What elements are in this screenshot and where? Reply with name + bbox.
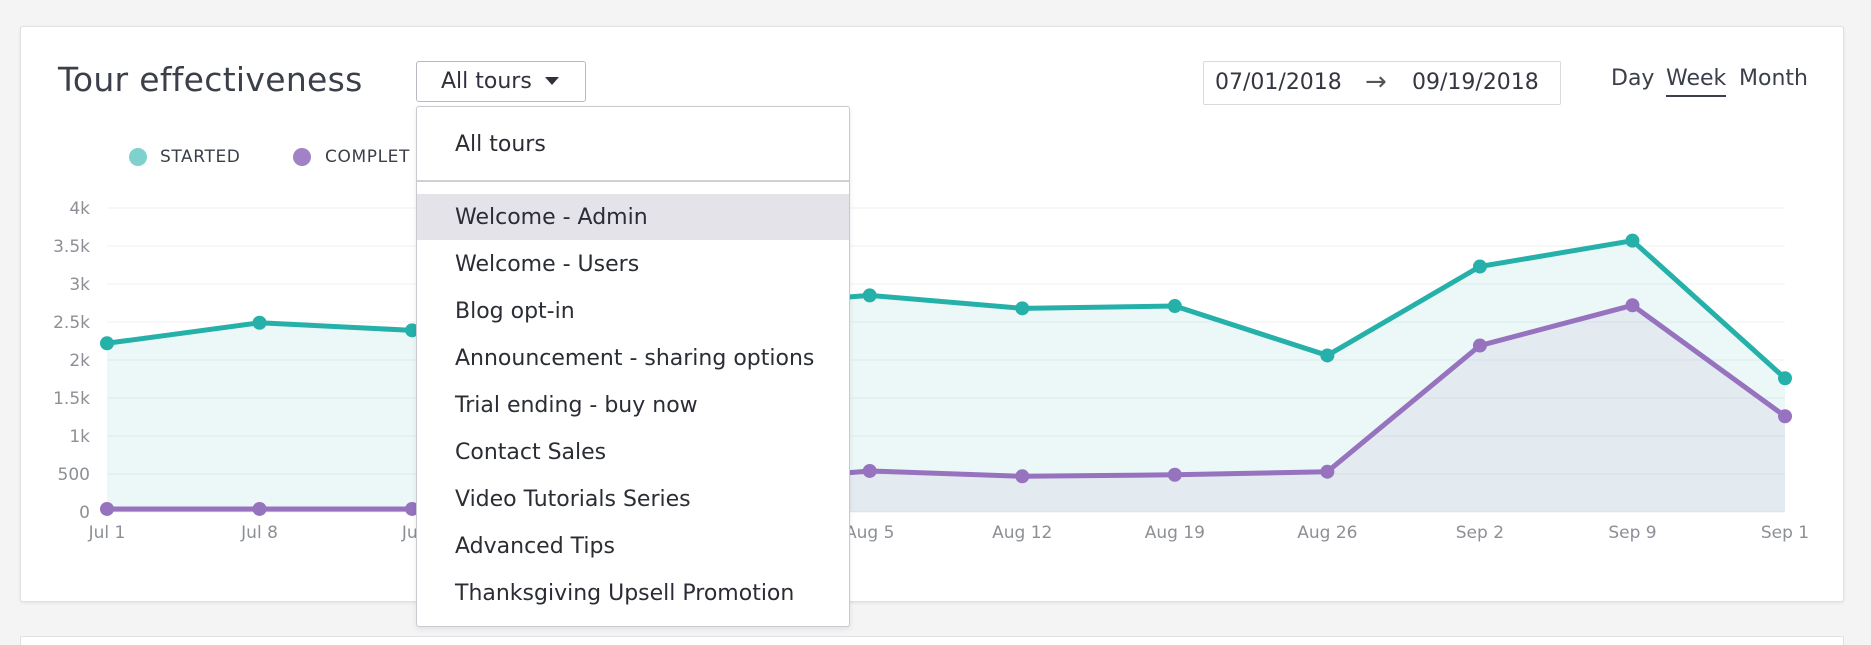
dropdown-item[interactable]: Blog opt-in [455,298,575,324]
data-point [252,315,267,330]
data-point [252,501,267,516]
legend-started-label: STARTED [160,147,241,167]
x-tick-label: Jul 1 [88,523,126,543]
x-tick-label: Aug 5 [845,523,894,543]
x-tick-label: Sep 9 [1608,523,1656,543]
date-range-picker[interactable]: 07/01/2018 → 09/19/2018 [1203,61,1561,105]
date-to-input[interactable]: 09/19/2018 [1412,70,1539,95]
data-point [1472,338,1487,353]
next-card-edge [20,636,1844,645]
dropdown-item[interactable]: Announcement - sharing options [455,345,815,371]
arrow-right-icon: → [1365,67,1387,97]
data-point [1625,233,1640,248]
caret-down-icon [545,77,559,85]
dropdown-item[interactable]: Thanksgiving Upsell Promotion [455,580,795,606]
y-tick-label: 3.5k [53,237,90,257]
tour-effectiveness-card [20,26,1844,602]
tour-select[interactable]: All tours [416,61,586,102]
data-point [1320,464,1335,479]
data-point [862,288,877,303]
y-tick-label: 1k [69,427,90,447]
x-tick-label: Sep 2 [1456,523,1504,543]
range-week[interactable]: Week [1666,66,1727,97]
data-point [100,336,114,351]
y-tick-label: 2k [69,351,90,371]
series-area [107,305,1785,512]
dropdown-item[interactable]: Contact Sales [455,439,607,465]
data-point [405,323,420,338]
dropdown-item-all-tours[interactable]: All tours [455,131,546,157]
dropdown-item[interactable]: Advanced Tips [455,533,615,559]
legend-completed-dot [293,148,311,166]
data-point [1320,348,1335,363]
data-point [1167,467,1182,482]
data-point [1778,409,1792,424]
data-point [1778,371,1792,386]
y-tick-label: 0 [79,503,90,523]
data-point [1167,299,1182,314]
page-title: Tour effectiveness [58,60,363,99]
data-point [405,501,420,516]
range-day[interactable]: Day [1611,66,1655,91]
dropdown-divider [417,180,849,182]
range-month[interactable]: Month [1739,66,1808,91]
y-tick-label: 3k [69,275,90,295]
data-point [100,501,114,516]
legend-started-dot [129,148,147,166]
data-point [1472,259,1487,274]
y-tick-label: 4k [69,199,90,219]
date-from-input[interactable]: 07/01/2018 [1215,70,1342,95]
x-tick-label: Aug 12 [992,523,1052,543]
data-point [1015,301,1030,316]
x-tick-label: Sep 1 [1761,523,1809,543]
tour-select-value: All tours [441,69,532,94]
dropdown-item[interactable]: Welcome - Admin [417,194,849,240]
x-tick-label: Aug 26 [1297,523,1357,543]
x-tick-label: Aug 19 [1145,523,1205,543]
dropdown-item[interactable]: Welcome - Users [455,251,640,277]
series-line [106,238,1787,381]
y-tick-label: 2.5k [53,313,90,333]
dropdown-item[interactable]: Trial ending - buy now [455,392,698,418]
x-tick-label: Jul 8 [240,523,278,543]
dropdown-item[interactable]: Video Tutorials Series [455,486,691,512]
data-point [1625,298,1640,313]
data-point [1015,469,1030,484]
series-line [107,302,1787,512]
y-tick-label: 1.5k [53,389,90,409]
legend-completed-label: COMPLET [325,147,410,167]
y-tick-label: 500 [58,465,90,485]
data-point [862,463,877,478]
tour-dropdown-menu: All tours Welcome - Admin Welcome - Users… [416,106,850,627]
